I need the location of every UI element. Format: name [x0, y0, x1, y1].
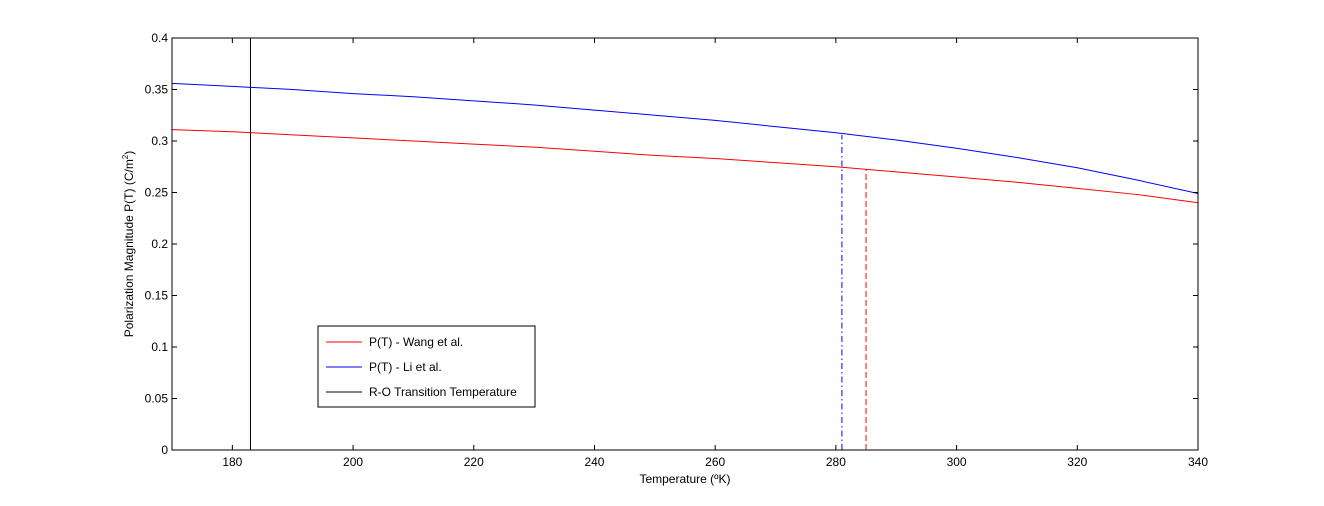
x-axis-label: Temperature (ºK) [639, 472, 730, 486]
x-tick-label: 300 [947, 455, 967, 469]
legend-label-2: R-O Transition Temperature [369, 385, 517, 399]
y-tick-label: 0.35 [145, 83, 169, 97]
y-tick-label: 0 [161, 443, 168, 457]
x-tick-label: 220 [464, 455, 484, 469]
y-axis-label-tail: ) [122, 151, 136, 155]
y-tick-label: 0.15 [145, 289, 169, 303]
y-tick-label: 0.4 [151, 31, 168, 45]
y-tick-label: 0.25 [145, 186, 169, 200]
x-tick-label: 260 [705, 455, 725, 469]
y-axis-label: Polarization Magnitude P(T) (C/m2) [121, 151, 136, 338]
series-line-1 [171, 82, 1199, 195]
y-tick-label: 0.3 [151, 134, 168, 148]
x-tick-label: 240 [584, 455, 604, 469]
x-tick-label: 320 [1067, 455, 1087, 469]
y-axis-label-sup: 2 [121, 154, 130, 159]
y-tick-label: 0.2 [151, 237, 168, 251]
y-tick-label: 0.1 [151, 340, 168, 354]
legend: P(T) - Wang et al. P(T) - Li et al. R-O Tr… [317, 325, 536, 408]
legend-label-0: P(T) - Wang et al. [369, 335, 463, 349]
ticks-layer: 180 200 220 240 260 280 300 320 340 0 0.05 0.1 0.15 0… [145, 31, 1209, 469]
x-tick-label: 180 [222, 455, 242, 469]
y-axis-label-main: Polarization Magnitude P(T) (C/m [122, 159, 136, 337]
legend-label-1: P(T) - Li et al. [369, 360, 442, 374]
series-layer [171, 38, 1199, 450]
x-tick-label: 340 [1188, 455, 1208, 469]
y-tick-label: 0.05 [145, 392, 169, 406]
x-tick-label: 280 [826, 455, 846, 469]
x-tick-label: 200 [343, 455, 363, 469]
series-line-0 [171, 129, 1199, 204]
